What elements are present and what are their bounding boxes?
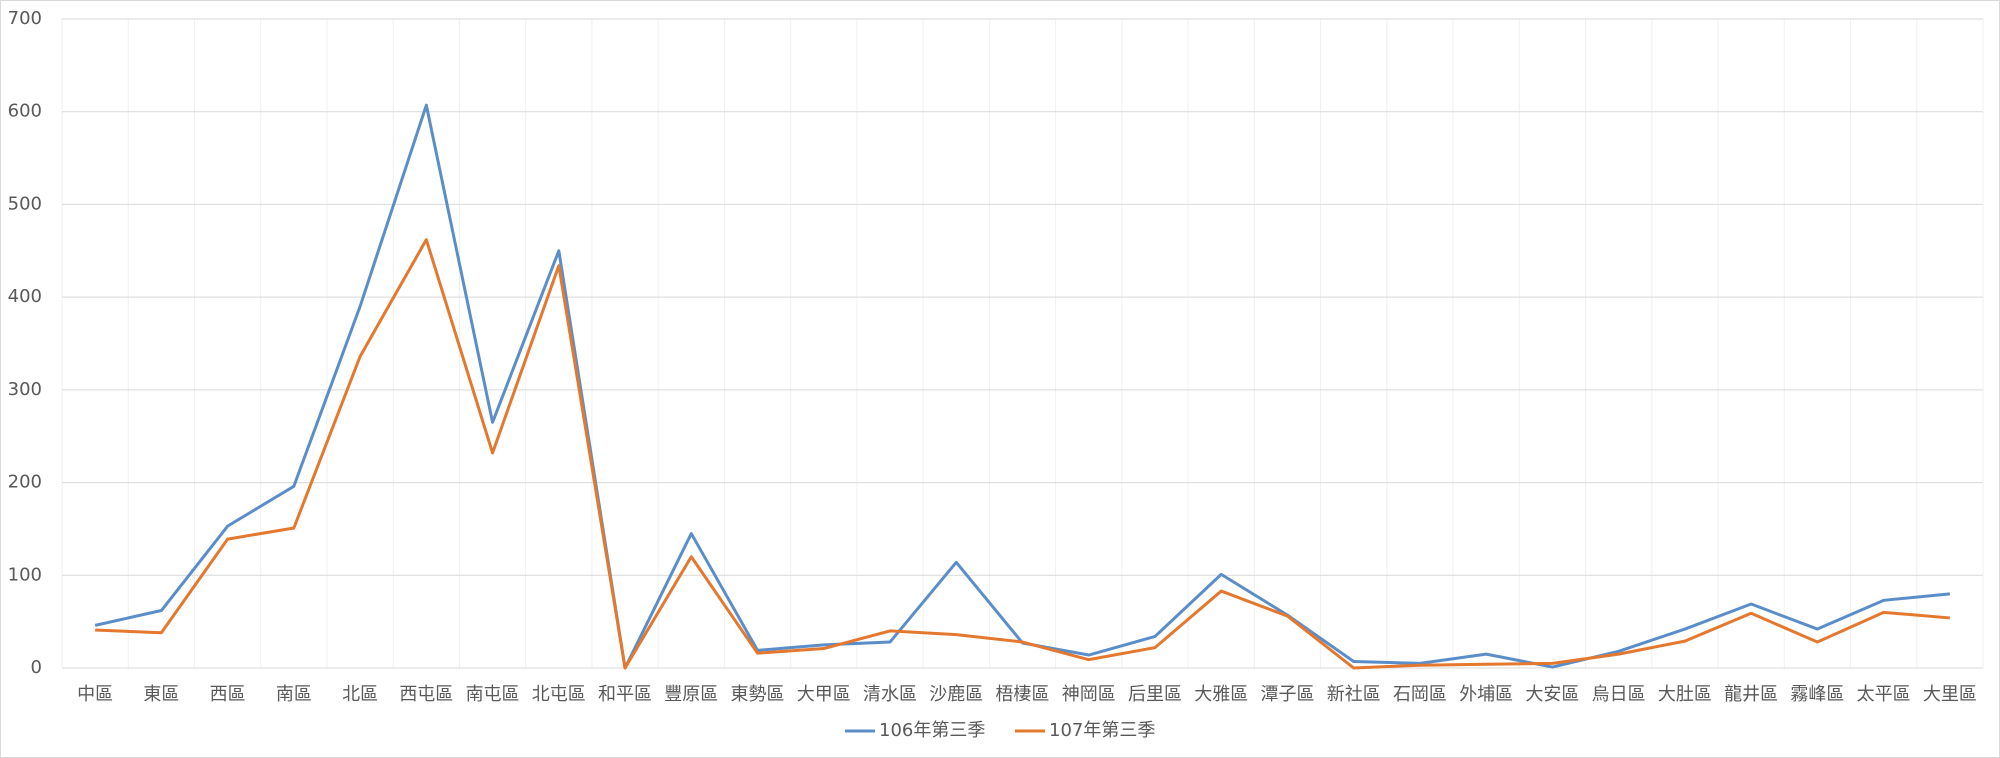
x-tick-label: 新社區 bbox=[1327, 684, 1381, 705]
x-tick-label: 大雅區 bbox=[1194, 684, 1248, 705]
x-tick-label: 南屯區 bbox=[466, 684, 520, 705]
y-tick-label: 500 bbox=[8, 193, 42, 214]
x-tick-label: 北區 bbox=[342, 684, 378, 705]
y-tick-label: 0 bbox=[31, 657, 42, 678]
y-tick-label: 600 bbox=[8, 101, 42, 122]
x-tick-label: 外埔區 bbox=[1459, 684, 1513, 705]
x-tick-label: 烏日區 bbox=[1592, 684, 1646, 705]
x-tick-label: 潭子區 bbox=[1260, 684, 1314, 705]
x-tick-label: 東區 bbox=[143, 684, 179, 705]
x-tick-label: 后里區 bbox=[1128, 684, 1182, 705]
x-tick-label: 中區 bbox=[77, 684, 113, 705]
x-tick-label: 梧棲區 bbox=[996, 684, 1050, 705]
x-tick-label: 西區 bbox=[210, 684, 246, 705]
y-tick-label: 700 bbox=[8, 8, 42, 29]
y-tick-label: 200 bbox=[8, 472, 42, 493]
y-tick-label: 300 bbox=[8, 379, 42, 400]
legend-label: 106年第三季 bbox=[879, 720, 985, 741]
x-tick-label: 南區 bbox=[276, 684, 312, 705]
x-tick-label: 神岡區 bbox=[1062, 684, 1116, 705]
x-tick-label: 太平區 bbox=[1857, 684, 1911, 705]
x-tick-label: 和平區 bbox=[598, 684, 652, 705]
legend-label: 107年第三季 bbox=[1049, 720, 1155, 741]
x-tick-label: 大甲區 bbox=[797, 684, 851, 705]
x-tick-label: 東勢區 bbox=[731, 684, 785, 705]
x-tick-label: 西屯區 bbox=[399, 684, 453, 705]
x-tick-label: 清水區 bbox=[863, 684, 917, 705]
x-tick-label: 沙鹿區 bbox=[929, 684, 983, 705]
x-tick-label: 大安區 bbox=[1525, 684, 1579, 705]
x-tick-label: 大肚區 bbox=[1658, 684, 1712, 705]
x-tick-label: 北屯區 bbox=[532, 684, 586, 705]
x-tick-label: 龍井區 bbox=[1724, 684, 1778, 705]
series-line bbox=[95, 238, 1951, 670]
x-tick-label: 豐原區 bbox=[664, 684, 718, 705]
y-tick-label: 400 bbox=[8, 286, 42, 307]
x-tick-label: 大里區 bbox=[1923, 684, 1977, 705]
x-tick-label: 石岡區 bbox=[1393, 684, 1447, 705]
x-tick-label: 霧峰區 bbox=[1790, 684, 1844, 705]
y-tick-label: 100 bbox=[8, 564, 42, 585]
